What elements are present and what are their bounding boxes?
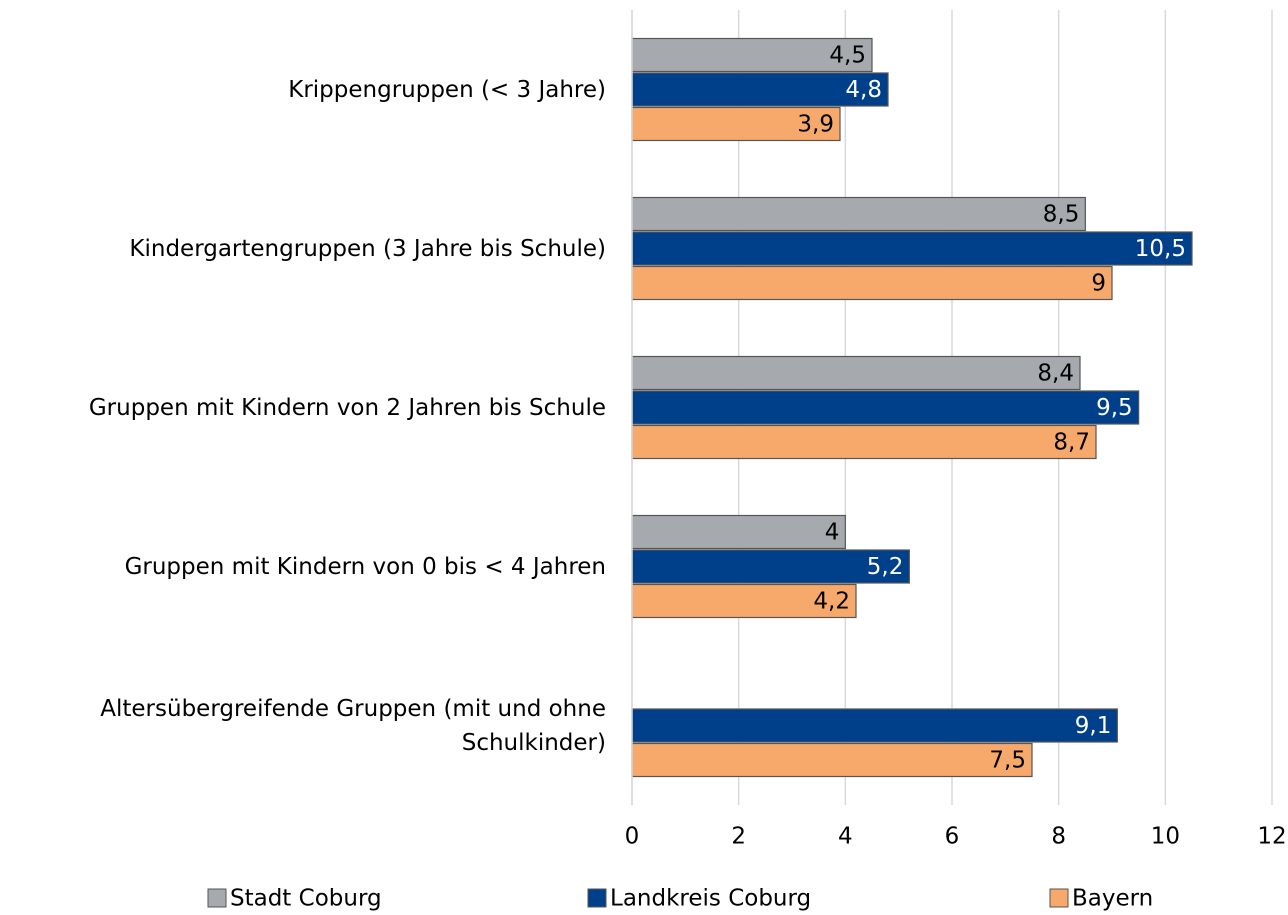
- value-label: 7,5: [989, 748, 1026, 774]
- legend-swatch: [587, 888, 607, 908]
- value-label: 9: [1091, 271, 1106, 297]
- bar: [631, 196, 1086, 232]
- value-label: 4,5: [829, 43, 866, 69]
- legend-label: Landkreis Coburg: [610, 886, 811, 912]
- bar: [631, 514, 846, 550]
- x-tick-label: 2: [731, 824, 746, 850]
- value-label: 8,7: [1053, 430, 1090, 456]
- y-tick-label: Gruppen mit Kindern von 2 Jahren bis Sch…: [88, 394, 606, 421]
- x-tick-label: 6: [945, 824, 960, 850]
- x-tick-label: 12: [1257, 824, 1286, 850]
- value-label: 3,9: [797, 112, 834, 138]
- legend-label: Stadt Coburg: [230, 886, 382, 912]
- value-label: 8,4: [1037, 361, 1074, 387]
- value-label: 4,8: [845, 77, 882, 103]
- bar: [631, 424, 1097, 460]
- legend-label: Bayern: [1072, 886, 1153, 912]
- bar: [631, 742, 1033, 778]
- bar: [631, 72, 889, 107]
- y-tick-label: Altersübergreifende Gruppen (mit und ohn…: [100, 695, 606, 756]
- y-tick-label: Krippengruppen (< 3 Jahre): [288, 76, 606, 103]
- x-tick-label: 4: [838, 824, 853, 850]
- bar: [631, 708, 1118, 743]
- legend-swatch: [207, 888, 227, 908]
- bar: [631, 390, 1140, 425]
- value-label: 9,1: [1075, 713, 1112, 739]
- bar: [631, 583, 857, 619]
- value-label: 8,5: [1043, 202, 1080, 228]
- x-tick-label: 0: [625, 824, 640, 850]
- bar: [631, 355, 1081, 391]
- y-tick-label: Kindergartengruppen (3 Jahre bis Schule): [129, 235, 606, 262]
- value-label: 5,2: [867, 554, 904, 580]
- x-tick-label: 10: [1151, 824, 1180, 850]
- value-label: 4,2: [813, 589, 850, 615]
- bar: [631, 265, 1113, 301]
- legend-swatch: [1049, 888, 1069, 908]
- value-label: 10,5: [1135, 236, 1186, 262]
- y-tick-label: Gruppen mit Kindern von 0 bis < 4 Jahren: [124, 553, 606, 580]
- value-label: 4: [825, 520, 840, 546]
- x-tick-label: 8: [1051, 824, 1066, 850]
- value-label: 9,5: [1096, 395, 1133, 421]
- bar: [631, 231, 1193, 266]
- bar: [631, 106, 841, 142]
